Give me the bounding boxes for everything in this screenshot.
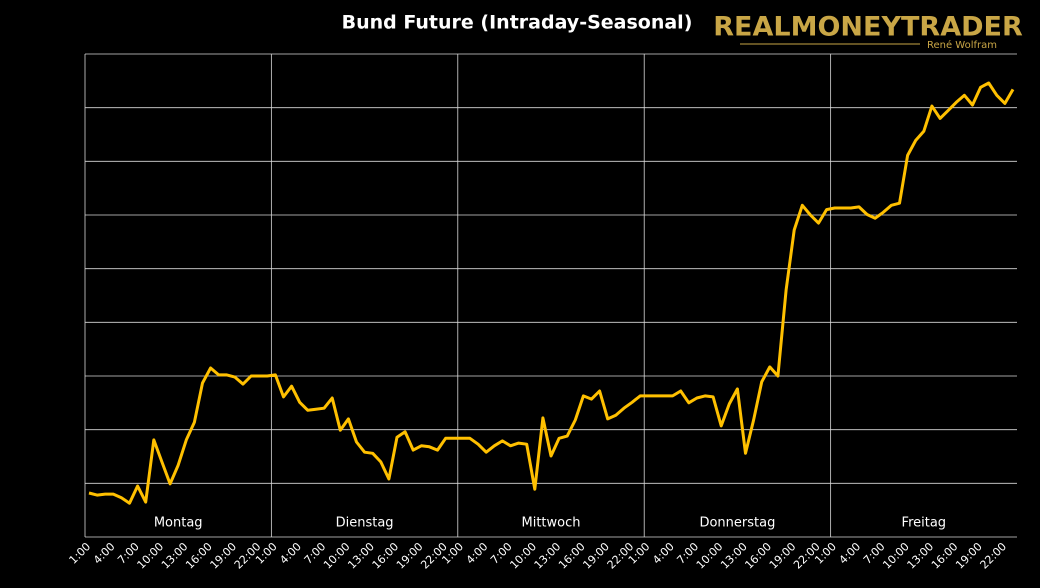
x-tick-label: 13:00 xyxy=(718,540,750,572)
x-tick-label: 10:00 xyxy=(880,540,912,572)
x-tick-label: 19:00 xyxy=(580,540,612,572)
x-tick-label: 13:00 xyxy=(905,540,937,572)
x-tick-label: 16:00 xyxy=(742,540,774,572)
x-tick-label: 22:00 xyxy=(978,540,1010,572)
x-tick-label: 10:00 xyxy=(694,540,726,572)
day-label: Donnerstag xyxy=(699,516,775,531)
x-tick-label: 16:00 xyxy=(929,540,961,572)
x-tick-label: 4:00 xyxy=(464,540,491,567)
x-tick-label: 10:00 xyxy=(507,540,539,572)
logo-author: René Wolfram xyxy=(927,39,997,51)
x-tick-label: 10:00 xyxy=(135,540,167,572)
logo: REALMONEYTRADER xyxy=(713,12,1023,43)
x-tick-label: 19:00 xyxy=(953,540,985,572)
day-label: Montag xyxy=(154,516,203,531)
day-label: Freitag xyxy=(902,516,947,531)
chart-title: Bund Future (Intraday-Seasonal) xyxy=(342,12,693,34)
x-tick-label: 4:00 xyxy=(277,540,304,567)
x-tick-label: 10:00 xyxy=(321,540,353,572)
x-tick-label: 16:00 xyxy=(370,540,402,572)
line xyxy=(88,81,1015,505)
x-tick-label: 4:00 xyxy=(650,540,677,567)
x-tick-label: 1:00 xyxy=(67,540,94,567)
x-tick-label: 13:00 xyxy=(159,540,191,572)
x-tick-label: 4:00 xyxy=(91,540,118,567)
x-tick-label: 19:00 xyxy=(767,540,799,572)
x-tick-label: 13:00 xyxy=(345,540,377,572)
x-tick-label: 16:00 xyxy=(556,540,588,572)
day-label: Dienstag xyxy=(336,516,394,531)
day-label: Mittwoch xyxy=(522,516,581,531)
x-tick-label: 4:00 xyxy=(837,540,864,567)
x-tick-label: 13:00 xyxy=(532,540,564,572)
x-tick-label: 16:00 xyxy=(183,540,215,572)
x-tick-label: 19:00 xyxy=(394,540,426,572)
x-tick-label: 19:00 xyxy=(208,540,240,572)
